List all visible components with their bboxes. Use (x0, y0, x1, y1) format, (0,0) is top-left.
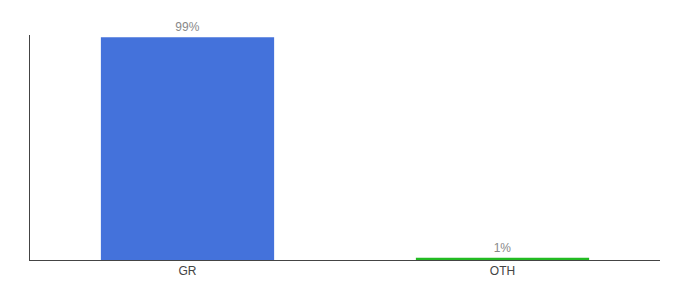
svg-text:OTH: OTH (490, 264, 515, 278)
svg-text:99%: 99% (175, 20, 199, 34)
svg-text:GR: GR (179, 264, 197, 278)
svg-text:1%: 1% (494, 241, 512, 255)
